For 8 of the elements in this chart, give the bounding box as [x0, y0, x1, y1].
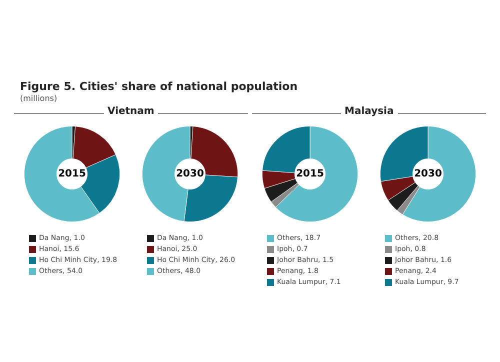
text: Vietnam [104, 106, 158, 117]
text: Malaysia [340, 106, 398, 117]
caption: Figure 5. Cities' share of national population [20, 80, 298, 93]
text: 2030 [176, 168, 204, 180]
text: (millions) [20, 94, 58, 103]
text: 2015 [58, 168, 86, 180]
text: 2015 [296, 168, 324, 180]
text: 2030 [414, 168, 442, 180]
